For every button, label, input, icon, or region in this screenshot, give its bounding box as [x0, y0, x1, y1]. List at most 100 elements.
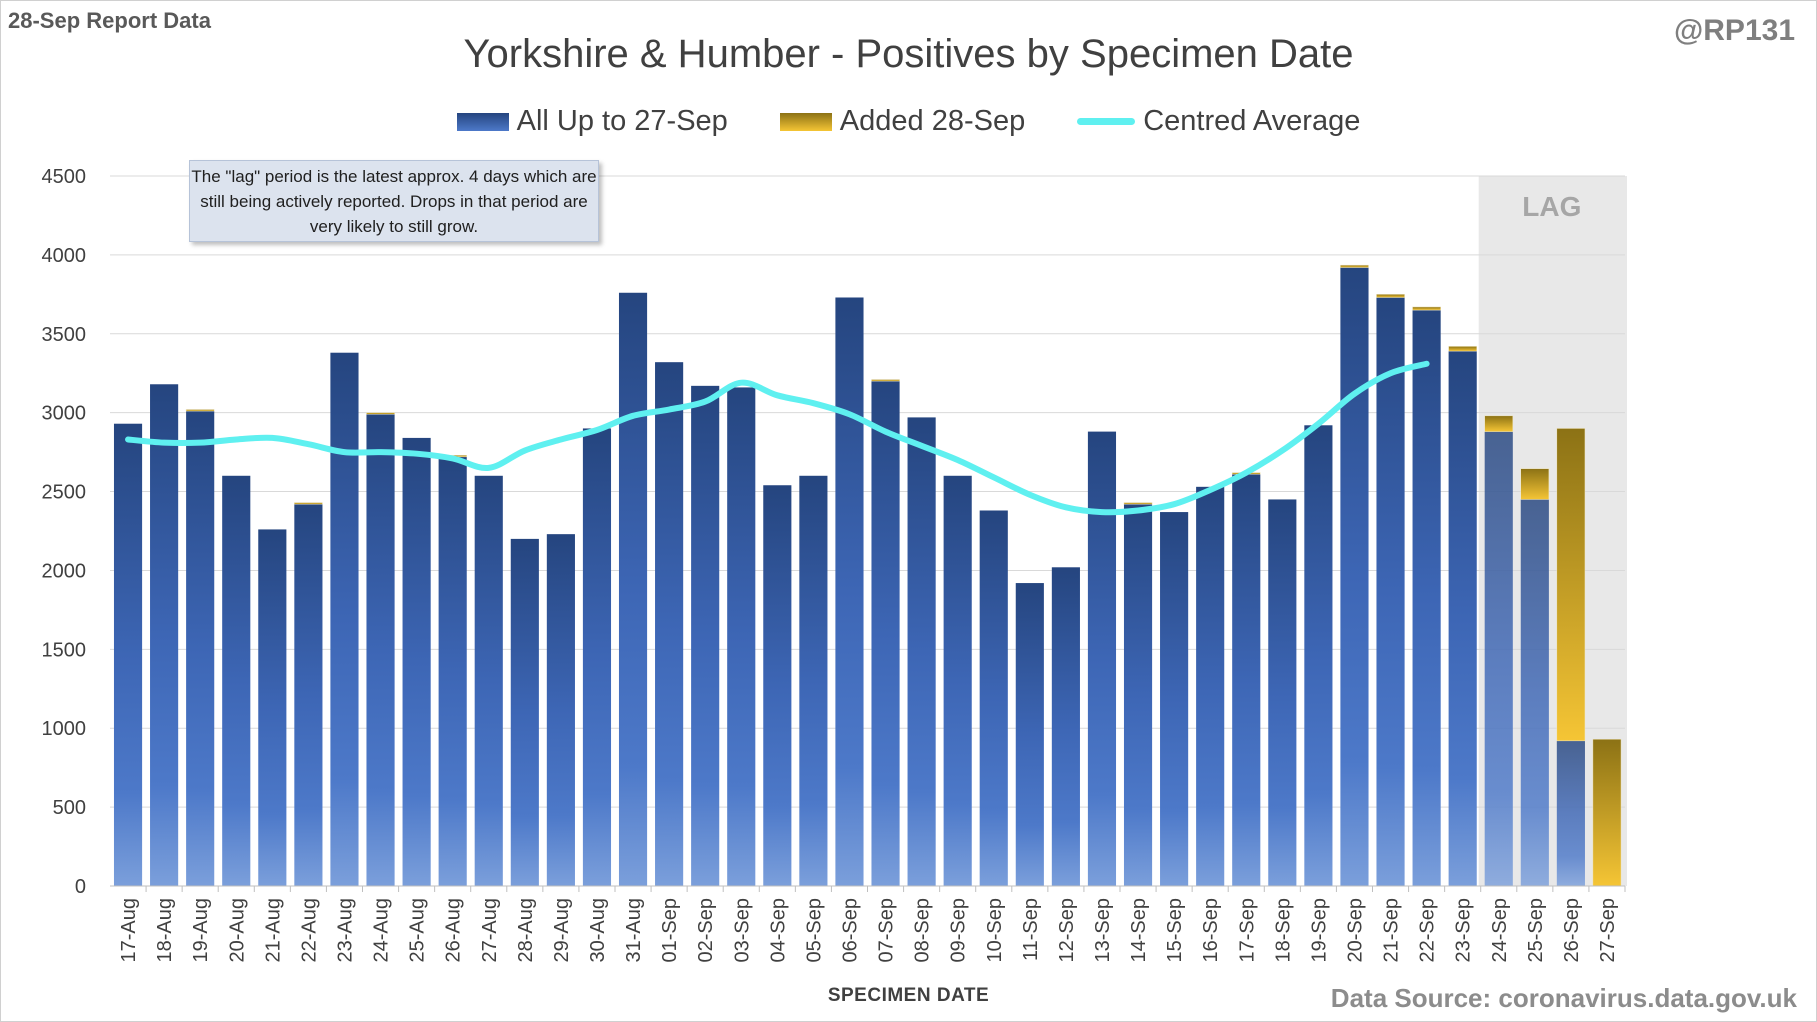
y-tick-label: 4500 — [42, 166, 87, 188]
x-tick-label: 16-Sep — [1200, 898, 1222, 963]
x-tick-label: 17-Sep — [1236, 898, 1258, 963]
bar-all-up-to-27-sep — [727, 387, 756, 886]
legend-item-all: All Up to 27-Sep — [456, 105, 728, 138]
bar-added-28-sep — [185, 409, 215, 412]
legend-swatch-average — [1077, 118, 1136, 125]
y-tick-label: 500 — [53, 797, 86, 819]
bar-added-28-sep — [366, 412, 395, 415]
x-tick-label: 31-Aug — [623, 898, 645, 963]
x-tick-label: 30-Aug — [587, 898, 609, 963]
bar-added-28-sep — [1340, 264, 1369, 268]
x-tick-label: 06-Sep — [839, 898, 861, 963]
x-tick-label: 19-Sep — [1308, 898, 1330, 963]
bar-all-up-to-27-sep — [907, 417, 936, 886]
x-tick-label: 14-Sep — [1128, 898, 1150, 963]
x-tick-label: 12-Sep — [1056, 898, 1078, 963]
bar-added-28-sep — [1412, 306, 1441, 311]
bar-all-up-to-27-sep — [330, 352, 359, 886]
report-date-label: 28-Sep Report Data — [8, 8, 211, 33]
x-tick-label: 17-Aug — [118, 898, 140, 963]
bar-all-up-to-27-sep — [1087, 431, 1117, 886]
x-tick-label: 18-Sep — [1272, 898, 1294, 963]
bar-all-up-to-27-sep — [1340, 267, 1369, 886]
bar-all-up-to-27-sep — [294, 504, 323, 886]
x-tick-label: 26-Aug — [443, 898, 465, 963]
x-tick-label: 13-Sep — [1092, 898, 1114, 963]
bar-all-up-to-27-sep — [1448, 351, 1477, 887]
bar-all-up-to-27-sep — [691, 385, 720, 886]
x-tick-label: 20-Sep — [1344, 898, 1366, 963]
bar-all-up-to-27-sep — [150, 384, 179, 886]
bar-all-up-to-27-sep — [186, 411, 215, 886]
bar-all-up-to-27-sep — [1412, 310, 1441, 887]
x-tick-label: 23-Sep — [1453, 898, 1475, 963]
x-tick-label: 01-Sep — [659, 898, 681, 963]
x-axis-title: SPECIMEN DATE — [827, 985, 990, 1006]
bar-added-28-sep — [294, 502, 323, 505]
legend-swatch-all — [456, 112, 509, 131]
x-tick-label: 18-Aug — [154, 898, 176, 963]
bar-all-up-to-27-sep — [1123, 504, 1153, 886]
bar-all-up-to-27-sep — [979, 510, 1008, 886]
bar-added-28-sep — [1448, 346, 1477, 352]
bar-all-up-to-27-sep — [438, 456, 467, 886]
bar-all-up-to-27-sep — [582, 428, 612, 886]
y-tick-label: 3500 — [42, 324, 87, 346]
legend-item-added: Added 28-Sep — [779, 105, 1026, 138]
y-tick-label: 2500 — [42, 482, 87, 504]
bar-all-up-to-27-sep — [113, 423, 143, 886]
y-tick-label: 1500 — [42, 639, 87, 661]
bar-all-up-to-27-sep — [546, 534, 575, 886]
x-tick-label: 22-Sep — [1417, 898, 1439, 963]
bar-all-up-to-27-sep — [1268, 499, 1297, 886]
x-tick-label: 27-Sep — [1597, 898, 1619, 963]
x-tick-label: 29-Aug — [551, 898, 573, 963]
x-tick-label: 20-Aug — [226, 898, 248, 963]
x-tick-label: 28-Aug — [515, 898, 537, 963]
y-tick-label: 2000 — [42, 560, 87, 582]
x-tick-label: 07-Sep — [876, 898, 898, 963]
x-tick-label: 21-Aug — [262, 898, 284, 963]
lag-label: LAG — [1522, 191, 1581, 222]
x-tick-label: 24-Sep — [1489, 898, 1511, 963]
bar-all-up-to-27-sep — [222, 475, 251, 886]
x-tick-label: 19-Aug — [190, 898, 212, 963]
bar-all-up-to-27-sep — [474, 475, 503, 886]
centred-average-line — [125, 360, 1430, 516]
x-tick-label: 10-Sep — [984, 898, 1006, 963]
legend-label-added: Added 28-Sep — [839, 105, 1026, 137]
bar-all-up-to-27-sep — [1304, 425, 1333, 886]
bar-added-28-sep — [1123, 502, 1153, 505]
x-tick-label: 26-Sep — [1561, 898, 1583, 963]
bar-all-up-to-27-sep — [1520, 499, 1549, 886]
bar-added-28-sep — [1556, 428, 1586, 742]
x-tick-label: 25-Sep — [1525, 898, 1547, 963]
bar-all-up-to-27-sep — [943, 475, 972, 886]
x-tick-label: 24-Aug — [371, 898, 393, 963]
legend-swatch-added — [779, 112, 832, 131]
x-tick-label: 08-Sep — [912, 898, 934, 963]
bar-all-up-to-27-sep — [1051, 567, 1080, 886]
y-tick-label: 4000 — [42, 245, 87, 267]
x-tick-label: 04-Sep — [767, 898, 789, 963]
bar-all-up-to-27-sep — [1232, 474, 1261, 886]
bar-layer — [113, 264, 1622, 887]
y-tick-label: 3000 — [42, 403, 87, 425]
x-tick-label: 25-Aug — [407, 898, 429, 963]
axis-layer: 0 500 1000 1500 2000 2500 3000 3500 4000 4500 17-A… — [42, 166, 1626, 963]
x-tick-label: 05-Sep — [803, 898, 825, 963]
bar-all-up-to-27-sep — [1160, 512, 1189, 886]
legend: All Up to 27-Sep Added 28-Sep Centred Av… — [0, 105, 1817, 138]
x-tick-label: 27-Aug — [479, 898, 501, 963]
bar-all-up-to-27-sep — [799, 475, 828, 886]
bar-all-up-to-27-sep — [510, 538, 539, 886]
bar-all-up-to-27-sep — [402, 437, 431, 886]
bar-all-up-to-27-sep — [1556, 740, 1585, 886]
x-tick-label: 03-Sep — [731, 898, 753, 963]
bar-added-28-sep — [1484, 415, 1514, 432]
bar-added-28-sep — [1520, 468, 1550, 500]
x-tick-label: 21-Sep — [1381, 898, 1403, 963]
bar-all-up-to-27-sep — [1015, 583, 1044, 886]
bar-all-up-to-27-sep — [1484, 431, 1513, 886]
